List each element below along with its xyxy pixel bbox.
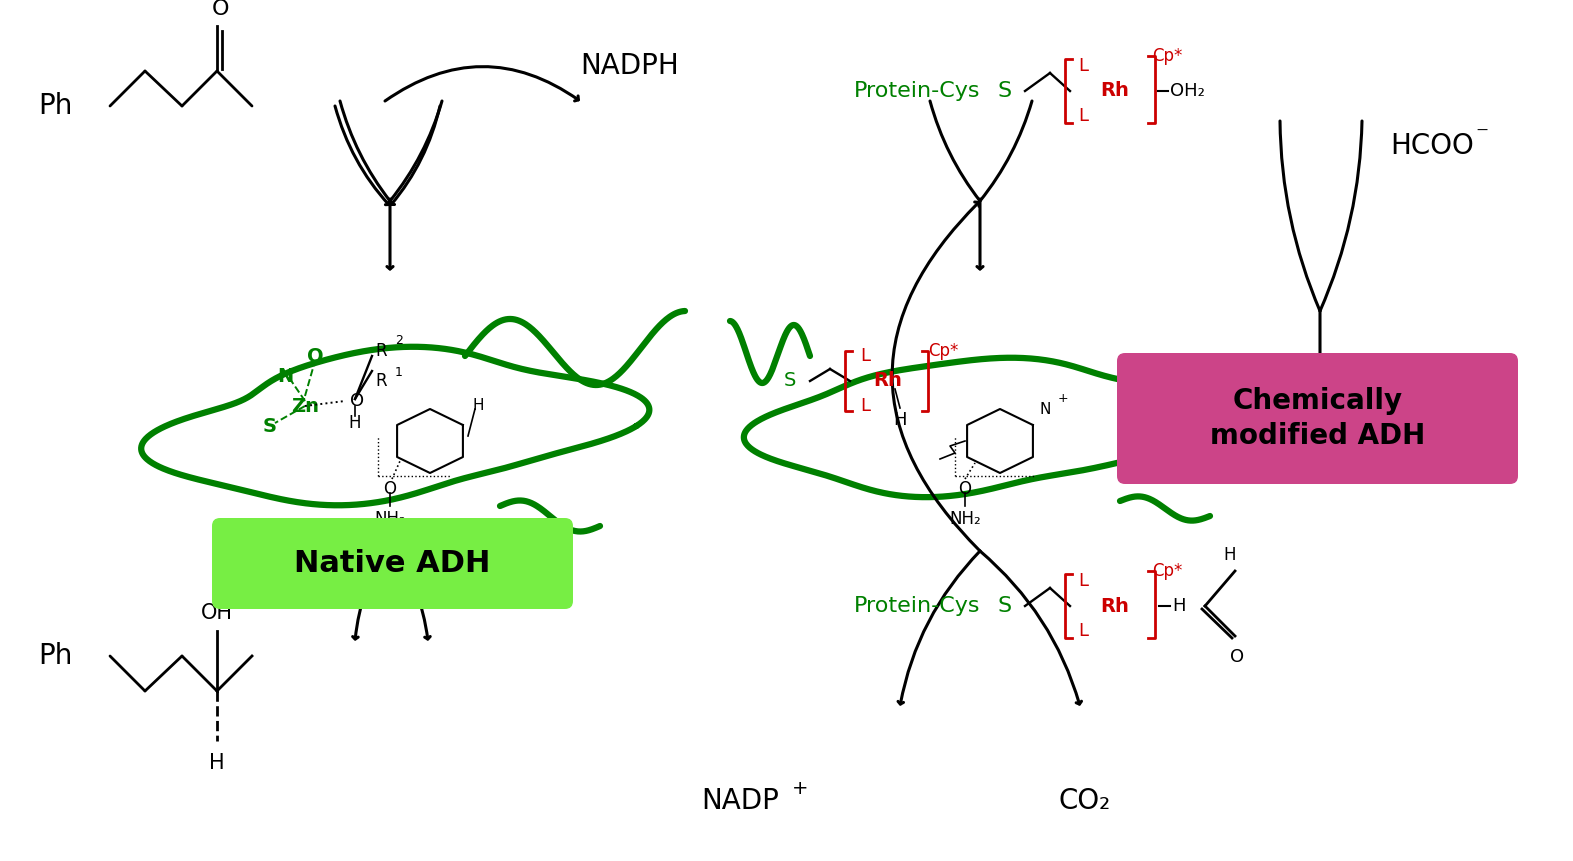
Text: Rh: Rh bbox=[1101, 82, 1129, 101]
Text: 2: 2 bbox=[395, 335, 403, 348]
Text: O: O bbox=[958, 480, 972, 498]
Text: NADP: NADP bbox=[702, 787, 779, 815]
Text: R: R bbox=[374, 342, 387, 360]
Text: Rh: Rh bbox=[873, 371, 903, 391]
Text: OH: OH bbox=[201, 603, 233, 623]
Text: CO₂: CO₂ bbox=[1059, 787, 1111, 815]
Text: HCOO: HCOO bbox=[1391, 132, 1474, 160]
Text: NADPH: NADPH bbox=[580, 52, 680, 80]
Text: H: H bbox=[472, 399, 484, 413]
Text: H: H bbox=[1172, 597, 1186, 615]
Text: H: H bbox=[209, 753, 225, 773]
Text: H: H bbox=[1224, 546, 1236, 564]
Text: +: + bbox=[791, 779, 809, 798]
Text: S: S bbox=[263, 417, 277, 436]
Text: O: O bbox=[211, 0, 228, 19]
Text: O: O bbox=[351, 392, 363, 410]
Text: L: L bbox=[1078, 572, 1089, 590]
Text: H: H bbox=[893, 411, 906, 429]
Text: O: O bbox=[307, 346, 324, 366]
Text: OH₂: OH₂ bbox=[1170, 82, 1205, 100]
Text: L: L bbox=[1078, 57, 1089, 75]
Text: S: S bbox=[997, 596, 1011, 616]
Text: Ph: Ph bbox=[38, 642, 72, 670]
Text: NH₂: NH₂ bbox=[374, 510, 406, 528]
Text: S: S bbox=[997, 81, 1011, 101]
Text: Chemically
modified ADH: Chemically modified ADH bbox=[1210, 387, 1425, 450]
Text: Ph: Ph bbox=[38, 92, 72, 120]
Text: ⁻: ⁻ bbox=[1475, 124, 1488, 148]
Text: Cp*: Cp* bbox=[928, 342, 958, 360]
Text: NH₂: NH₂ bbox=[949, 510, 982, 528]
Text: N: N bbox=[277, 367, 293, 386]
Text: Protein-Cys: Protein-Cys bbox=[854, 81, 980, 101]
Text: O: O bbox=[384, 480, 396, 498]
FancyBboxPatch shape bbox=[1117, 353, 1518, 484]
Text: L: L bbox=[1078, 107, 1089, 125]
Text: Cp*: Cp* bbox=[1151, 47, 1183, 65]
Text: H: H bbox=[349, 414, 362, 432]
Text: S: S bbox=[783, 371, 796, 391]
Text: L: L bbox=[860, 397, 870, 415]
FancyBboxPatch shape bbox=[212, 518, 573, 609]
Text: R: R bbox=[374, 372, 387, 390]
Text: L: L bbox=[860, 347, 870, 365]
Text: 1: 1 bbox=[395, 367, 403, 380]
Text: L: L bbox=[1078, 622, 1089, 640]
Text: Cp*: Cp* bbox=[1151, 562, 1183, 580]
Text: Zn: Zn bbox=[291, 397, 319, 416]
Text: Native ADH: Native ADH bbox=[294, 549, 491, 578]
Text: O: O bbox=[1230, 648, 1244, 666]
Text: Rh: Rh bbox=[1101, 597, 1129, 616]
Text: +: + bbox=[1059, 393, 1068, 406]
Text: N: N bbox=[1040, 401, 1051, 417]
Text: Protein-Cys: Protein-Cys bbox=[854, 596, 980, 616]
